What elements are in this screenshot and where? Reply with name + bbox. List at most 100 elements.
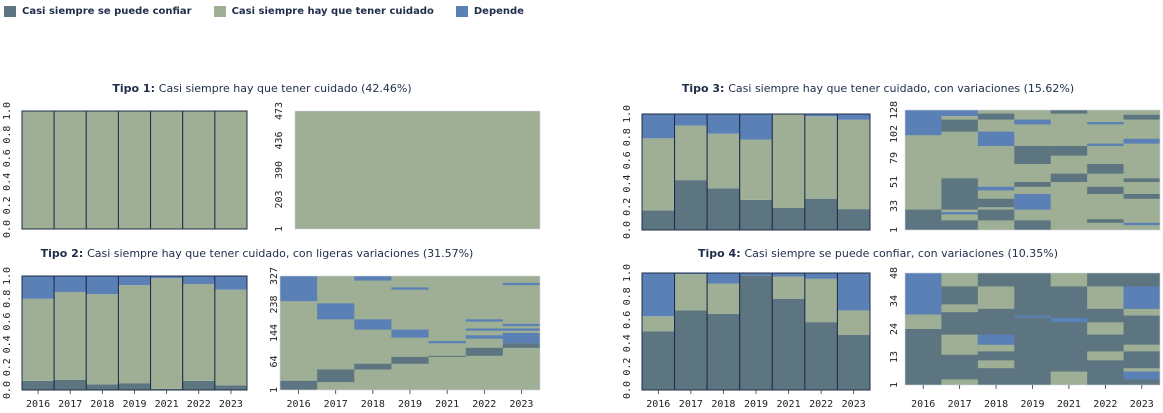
bar-segment-confiar-2021 [772, 207, 805, 230]
sequence-xtick-label: 2016 [287, 399, 311, 410]
bar-segment-confiar-2023 [837, 335, 870, 390]
sequence-block-cuidado [1123, 344, 1160, 352]
sequence-block-depende [1014, 194, 1051, 210]
bar-segment-cuidado-2023 [837, 119, 870, 210]
sequence-block-depende [391, 287, 429, 290]
sequence-ytick-label: 436 [274, 131, 285, 149]
sequence-block-confiar [941, 178, 978, 210]
sequence-ytick-label: 79 [889, 152, 900, 164]
sequence-xtick-label: 2016 [911, 399, 935, 410]
sequence-block-confiar [1123, 178, 1160, 182]
sequence-block-confiar [1050, 110, 1088, 114]
sequence-ytick-label: 51 [889, 176, 900, 188]
bar-segment-cuidado-2017 [674, 125, 708, 181]
bar-xtick-label: 2022 [187, 399, 211, 410]
sequence-xtick-label: 2017 [948, 399, 972, 410]
bar-ytick-label: 0.8 [622, 128, 633, 146]
sequence-block-cuidado [905, 314, 942, 329]
bar-segment-cuidado-2021 [772, 276, 805, 299]
sequence-block-confiar [465, 347, 503, 356]
bar-segment-confiar-2019 [118, 383, 151, 390]
sequence-block-depende [1087, 122, 1124, 125]
bar-ytick-label: 1.0 [622, 105, 633, 123]
bar-xtick-label: 2022 [809, 399, 833, 410]
sequence-ytick-label: 473 [274, 102, 285, 120]
bar-segment-depende-2019 [118, 276, 151, 286]
bar-segment-confiar-2021 [772, 298, 805, 390]
chart-title: Tipo 3: Casi siempre hay que tener cuida… [682, 82, 1074, 95]
chart-title-bold: Tipo 4: [698, 247, 744, 260]
sequence-block-depende [977, 186, 1015, 191]
sequence-block-cuidado [1123, 368, 1160, 372]
sequence-block-depende [941, 212, 978, 215]
sequence-block-depende [465, 328, 503, 331]
legend-item-cuidado: Casi siempre hay que tener cuidado [213, 5, 434, 17]
bar-segment-confiar-2018 [707, 313, 740, 390]
bar-ytick-label: 0.6 [2, 313, 13, 331]
bar-ytick-label: 1.0 [622, 264, 633, 282]
sequence-block-confiar [317, 369, 355, 383]
sequence-block-depende [1123, 286, 1160, 309]
bar-segment-confiar-2016 [22, 380, 55, 390]
bar-ytick-label: 0.6 [622, 311, 633, 329]
panel-tipo2: Tipo 2: Casi siempre hay que tener cuida… [2, 247, 541, 410]
legend: Casi siempre se puede confiar Casi siemp… [4, 4, 546, 18]
sequence-block-confiar [905, 209, 942, 230]
bar-segment-depende-2019 [739, 273, 773, 276]
bar-segment-confiar-2022 [804, 198, 838, 230]
sequence-block-depende [502, 333, 540, 344]
sequence-block-confiar [977, 198, 1015, 208]
sequence-block-confiar [1014, 146, 1051, 164]
sequence-ytick-label: 13 [889, 351, 900, 363]
legend-item-confiar: Casi siempre se puede confiar [4, 5, 192, 17]
sequence-block-depende [465, 319, 503, 322]
sequence-xtick-label: 2017 [324, 399, 348, 410]
bar-segment-cuidado-2022 [182, 283, 215, 381]
sequence-block-confiar [1087, 164, 1124, 174]
chart-title-text: Casi siempre hay que tener cuidado, con … [87, 247, 473, 260]
bar-ytick-label: 0.0 [622, 381, 633, 399]
sequence-block-depende [502, 323, 540, 327]
bar-segment-depende-2017 [674, 114, 708, 126]
bar-segment-depende-2023 [837, 114, 870, 120]
sequence-ytick-label: 238 [269, 295, 280, 313]
sequence-xtick-label: 2018 [984, 399, 1008, 410]
sequence-xtick-label: 2023 [1130, 399, 1154, 410]
sequence-block-confiar [941, 119, 978, 132]
legend-swatch-depende [455, 5, 468, 17]
sequence-block-confiar [428, 355, 466, 357]
sequence-block-depende [502, 328, 540, 331]
chart-title: Tipo 1: Casi siempre hay que tener cuida… [112, 82, 411, 95]
bar-segment-depende-2021 [150, 276, 183, 279]
sequence-block-cuidado [1087, 351, 1124, 361]
sequence-block-confiar [941, 220, 978, 230]
sequence-xtick-label: 2021 [435, 399, 459, 410]
bar-segment-cuidado-2023 [214, 111, 247, 229]
sequence-xtick-label: 2022 [472, 399, 496, 410]
bar-segment-depende-2016 [22, 276, 55, 299]
bar-segment-cuidado-2023 [214, 289, 247, 386]
bar-segment-depende-2016 [642, 273, 675, 317]
chart-title-text: Casi siempre hay que tener cuidado, con … [728, 82, 1074, 95]
sequence-xtick-label: 2018 [361, 399, 385, 410]
sequence-block-depende [1123, 371, 1160, 380]
sequence-ytick-label: 64 [269, 355, 280, 367]
bar-segment-confiar-2023 [837, 209, 870, 230]
sequence-ytick-label: 102 [889, 125, 900, 143]
chart-title: Tipo 2: Casi siempre hay que tener cuida… [41, 247, 474, 260]
legend-label-depende: Depende [473, 5, 524, 17]
legend-swatch-confiar [4, 5, 16, 17]
sequence-block-depende [977, 334, 1015, 345]
bar-segment-confiar-2017 [54, 379, 87, 390]
legend-item-depende: Depende [455, 5, 524, 17]
bar-ytick-label: 0.2 [2, 196, 13, 214]
bar-segment-depende-2017 [674, 273, 708, 275]
sequence-block-depende [465, 335, 503, 339]
bar-outline-2023 [214, 110, 248, 230]
bar-segment-confiar-2023 [214, 385, 247, 390]
sequence-block-confiar [977, 113, 1015, 120]
bar-segment-depende-2019 [739, 114, 773, 140]
sequence-block-depende [428, 340, 466, 344]
bar-ytick-label: 1.0 [2, 267, 13, 285]
